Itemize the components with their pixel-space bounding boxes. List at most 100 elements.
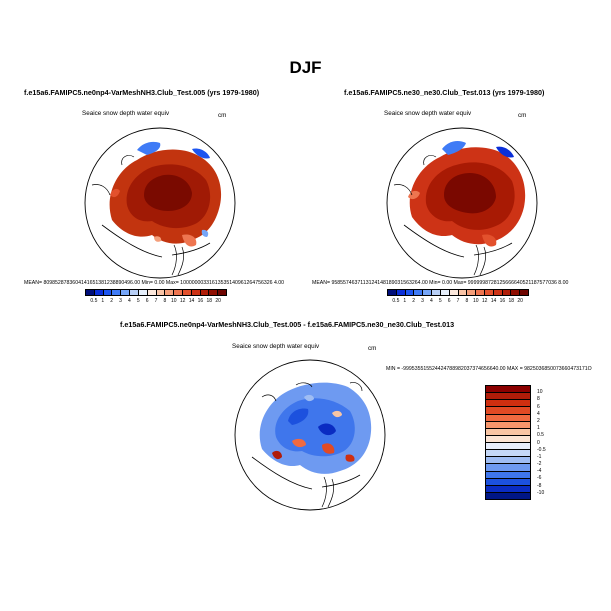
panel-2-colorbar-swatch (502, 290, 512, 295)
panel-1-colorbar-tick-label: 14 (188, 298, 195, 304)
panel-1-colorbar-swatch (209, 290, 219, 295)
panel-3-colorbar-swatch (486, 485, 530, 493)
panel-1-colorbar-swatch (130, 290, 139, 295)
panel-1-colorbar-tick-label: 1 (101, 298, 105, 304)
panel-1-colorbar-swatch (218, 290, 226, 295)
panel-3-colorbar-swatch (486, 400, 530, 408)
panel-2-statistics: MEAN= 9585574637113124148189031563264.00… (312, 280, 569, 286)
panel-3-colorbar-swatches (485, 385, 531, 500)
panel-2-colorbar-tick-label: 5 (438, 298, 442, 304)
panel-1-colorbar-swatch (112, 290, 122, 295)
panel-1-colorbar-swatch (165, 290, 175, 295)
page-title: DJF (289, 58, 322, 77)
panel-1-colorbar-labels: 0.5 1 2 3 4 5 6 7 8 10 12 14 16 18 20 (85, 289, 227, 309)
panel-1-colorbar-tick-label: 16 (197, 298, 204, 304)
panel-3-colorbar-tick-label: 8 (537, 396, 540, 403)
panel-2-colorbar-swatch (432, 290, 441, 295)
panel-1-colorbar-tick-label: 20 (215, 298, 221, 304)
panel-1-colorbar-tick-label: 6 (145, 298, 149, 304)
panel-1-variable-label: Seaice snow depth water equiv (82, 110, 170, 117)
panel-2-colorbar-tick-label: 4 (429, 298, 433, 304)
panel-3-units-label: cm (368, 345, 377, 352)
panel-3-colorbar-tick-label: 0.5 (537, 432, 544, 439)
panel-1-colorbar-tick-label: 0.5 (90, 298, 98, 304)
panel-2-snow-field (393, 141, 526, 276)
panel-2-colorbar-tick-label: 18 (508, 298, 515, 304)
panel-1-polar-map (84, 127, 236, 279)
panel-2-colorbar-swatch (405, 290, 415, 295)
panel-1-colorbar-swatch (191, 290, 201, 295)
panel-1-colorbar: 0.5 1 2 3 4 5 6 7 8 10 12 14 16 18 20 (85, 289, 227, 311)
panel-3-title: f.e15a6.FAMIPC5.ne0np4-VarMeshNH3.Club_T… (120, 320, 455, 329)
panel-2-colorbar-tick-label: 12 (481, 298, 488, 304)
panel-2-units-label: cm (518, 112, 527, 119)
panel-3-colorbar-swatch (486, 450, 530, 458)
panel-2-colorbar-tick-label: 0.5 (392, 298, 400, 304)
panel-1-colorbar-tick-label: 5 (136, 298, 140, 304)
panel-3-variable-label: Seaice snow depth water equiv (232, 343, 320, 350)
panel-3-colorbar-tick-label: -8 (537, 482, 542, 489)
panel-1-colorbar-swatch (147, 290, 157, 295)
panel-1-colorbar-swatch (182, 290, 192, 295)
panel-2-colorbar-swatch (458, 290, 468, 295)
panel-3-colorbar-swatch (486, 435, 530, 443)
panel-1-colorbar-swatch (138, 290, 148, 295)
panel-3-colorbar-tick-label: 2 (537, 417, 540, 424)
panel-2-colorbar-tick-label: 10 (472, 298, 479, 304)
panel-1-colorbar-tick-label: 12 (179, 298, 186, 304)
panel-3-colorbar-swatch (486, 464, 530, 472)
panel-2-colorbar-swatch (493, 290, 503, 295)
panel-3-colorbar: 10 8 6 4 2 1 0.5 0 -0.5 -1 -2 -4 -6 -8 -10 (485, 385, 546, 500)
panel-2-colorbar-swatch (440, 290, 450, 295)
panel-3-statistics: MIN = -999535515524424788982037374656640… (386, 366, 592, 372)
panel-1-colorbar-swatch (200, 290, 210, 295)
panel-1-colorbar-tick-label: 3 (119, 298, 122, 304)
panel-3-colorbar-swatch (486, 393, 530, 401)
panel-2-colorbar-labels: 0.5 1 2 3 4 5 6 7 8 10 12 14 16 18 20 (387, 289, 529, 309)
panel-2-polar-map (386, 127, 538, 279)
panel-1-colorbar-tick-label: 4 (127, 298, 131, 304)
panel-2-colorbar-tick-label: 14 (490, 298, 497, 304)
panel-1-colorbar-tick-label: 18 (206, 298, 213, 304)
panel-3-colorbar-swatch (486, 492, 530, 499)
panel-1-colorbar-tick-label: 2 (110, 298, 114, 304)
panel-2-colorbar: 0.5 1 2 3 4 5 6 7 8 10 12 14 16 18 20 (387, 289, 529, 311)
panel-2-colorbar-swatch (520, 290, 528, 295)
panel-3-colorbar-swatch (486, 421, 530, 429)
panel-1-units-label: cm (218, 112, 227, 119)
panel-1-colorbar-swatch (156, 290, 166, 295)
panel-2-colorbar-swatches (387, 289, 529, 296)
panel-3-difference-field (251, 382, 372, 508)
panel-3-colorbar-tick-label: -2 (537, 461, 542, 468)
panel-2-colorbar-tick-label: 1 (403, 298, 407, 304)
panel-2-colorbar-tick-label: 7 (456, 298, 460, 304)
panel-2-colorbar-swatch (414, 290, 424, 295)
panel-1-colorbar-tick-label: 7 (154, 298, 158, 304)
panel-2-colorbar-swatch (396, 290, 406, 295)
panel-3-polar-map (234, 359, 386, 511)
panel-1-colorbar-swatches (85, 289, 227, 296)
panel-3-colorbar-swatch (486, 407, 530, 415)
panel-2-colorbar-tick-label: 2 (412, 298, 416, 304)
panel-3-colorbar-tick-label: -6 (537, 475, 542, 482)
panel-1-colorbar-swatch (174, 290, 183, 295)
panel-3-colorbar-swatch (486, 443, 530, 451)
panel-3-colorbar-tick-label: 0 (537, 439, 540, 446)
panel-1-statistics: MEAN= 8098528783604141651381238890496.00… (24, 280, 285, 286)
panel-2-colorbar-tick-label: 16 (499, 298, 506, 304)
panel-2-colorbar-swatch (467, 290, 477, 295)
panel-2-colorbar-tick-label: 8 (465, 298, 469, 304)
panel-3-colorbar-tick-label: 1 (537, 425, 540, 432)
panel-3-colorbar-tick-label: 4 (537, 410, 540, 417)
panel-3-colorbar-tick-label: 6 (537, 403, 540, 410)
panel-2-colorbar-tick-label: 3 (421, 298, 424, 304)
panel-2-title: f.e15a6.FAMIPC5.ne30_ne30.Club_Test.013 … (344, 88, 545, 97)
panel-2-colorbar-swatch (476, 290, 485, 295)
panel-1-colorbar-tick-label: 10 (170, 298, 177, 304)
panel-3-colorbar-tick-label: -0.5 (537, 446, 546, 453)
panel-2-colorbar-swatch (511, 290, 521, 295)
panel-3-colorbar-swatch (486, 457, 530, 465)
panel-1-colorbar-swatch (94, 290, 104, 295)
panel-2-colorbar-swatch (484, 290, 494, 295)
panel-3-colorbar-swatch (486, 471, 530, 479)
